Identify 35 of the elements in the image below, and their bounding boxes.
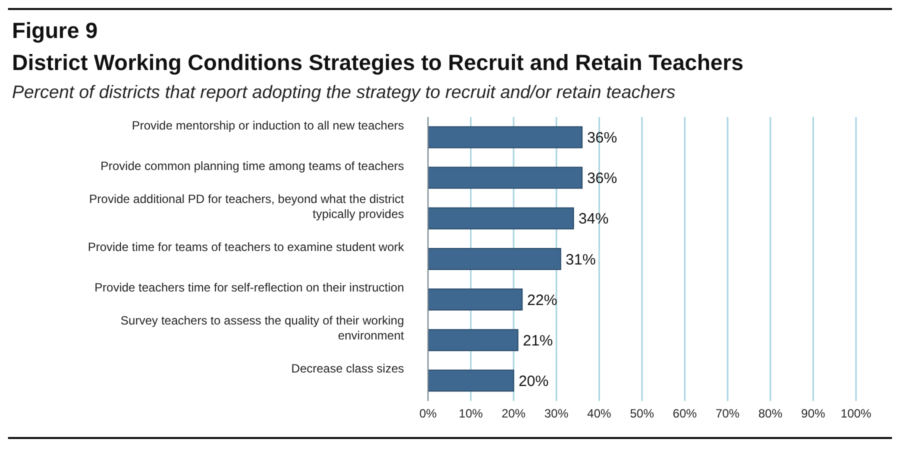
bar [428, 370, 514, 392]
x-tick-label: 30% [544, 406, 569, 421]
bar [428, 166, 583, 189]
y-tick-label: Survey teachers to assess the quality of their working environment [120, 314, 405, 343]
chart-subtitle: Percent of districts that report adopting the strategy to recruit and/or retain teachers [12, 82, 676, 103]
bar [428, 126, 583, 148]
y-tick-label: Provide common planning time among teams of teachers [100, 158, 404, 173]
y-tick-label: Provide teachers time for self-reflection on their instruction [94, 280, 404, 295]
x-tick-label: 80% [758, 406, 783, 421]
data-label: 21% [522, 332, 553, 350]
bar [428, 288, 523, 311]
x-tick-label: 50% [630, 406, 654, 421]
x-tick-label: 100% [840, 406, 872, 421]
y-tick-label: Provide time for teams of teachers to examine student work [88, 240, 405, 254]
y-tick-label: Decrease class sizes [291, 362, 404, 376]
x-tick-label: 0% [419, 406, 437, 421]
y-tick-label: Provide additional PD for teachers, beyond what the district typically provides [89, 192, 405, 221]
x-tick-label: 40% [587, 406, 612, 421]
bar [428, 248, 562, 270]
y-tick-label: Provide mentorship or induction to all new teachers [132, 118, 404, 132]
x-tick-label: 10% [458, 406, 484, 421]
chart-title: District Working Conditions Strategies to Recruit and Retain Teachers [12, 50, 744, 76]
data-label: 34% [578, 210, 609, 228]
data-label: 22% [527, 292, 558, 309]
data-label: 31% [566, 251, 596, 268]
data-label: 20% [518, 372, 549, 390]
x-tick-label: 90% [801, 406, 826, 421]
caption: Figure 9 [12, 18, 99, 44]
x-tick-label: 70% [716, 406, 740, 421]
x-tick-label: 20% [502, 406, 526, 421]
data-label: 36% [587, 170, 618, 188]
bar [428, 207, 574, 230]
bar [428, 329, 518, 352]
data-label: 36% [587, 130, 618, 147]
x-tick-label: 60% [672, 406, 698, 421]
